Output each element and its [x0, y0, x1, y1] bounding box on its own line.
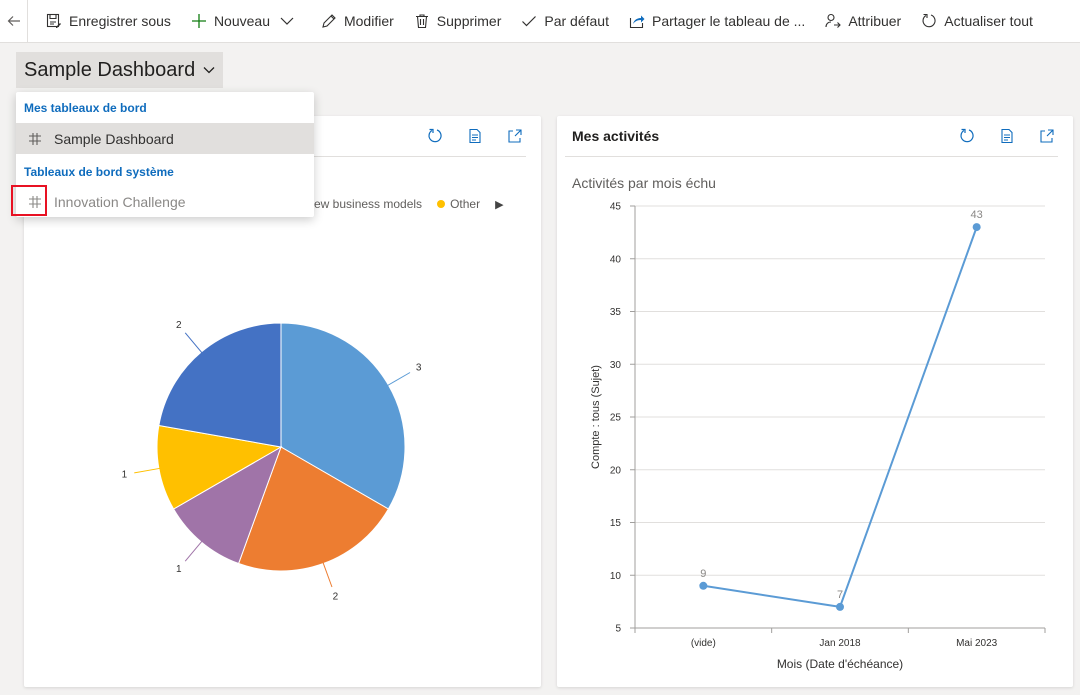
back-button[interactable] — [0, 0, 28, 43]
refresh-icon — [428, 128, 442, 143]
data-label: 7 — [837, 589, 843, 601]
save-as-label: Enregistrer sous — [69, 13, 171, 29]
pie-leader-line — [322, 561, 333, 588]
back-arrow-icon — [7, 16, 20, 26]
x-tick-label: Jan 2018 — [819, 638, 861, 649]
dropdown-item-label: Innovation Challenge — [54, 193, 186, 210]
share-label: Partager le tableau de ... — [651, 13, 806, 29]
chevron-down-icon[interactable] — [280, 14, 294, 28]
pie-leader-line — [184, 540, 203, 562]
trash-icon — [415, 14, 428, 29]
y-axis-title: Compte : tous (Sujet) — [590, 365, 602, 469]
dashboard-selector[interactable]: Sample Dashboard — [16, 52, 224, 88]
activities-chart-card: Mes activités Activités par mois échu 5 1… — [557, 116, 1073, 687]
data-point[interactable] — [972, 223, 981, 232]
person-assign-icon — [825, 13, 842, 28]
my-dashboards-group-label: Mes tableaux de bord — [24, 101, 147, 115]
chart-title: Activités par mois échu — [572, 175, 716, 191]
refresh-icon — [922, 13, 936, 28]
view-records-button[interactable] — [465, 126, 485, 146]
expand-icon — [508, 129, 522, 143]
y-tick-label: 10 — [610, 571, 622, 582]
edit-label: Modifier — [343, 13, 394, 29]
chevron-down-icon — [203, 67, 215, 74]
legend-item[interactable]: ew business models — [314, 197, 422, 211]
save-as-icon — [46, 13, 61, 28]
dashboard-icon — [16, 195, 54, 209]
new-label: Nouveau — [213, 13, 270, 29]
y-tick-label: 35 — [610, 307, 622, 318]
card-actions — [937, 126, 1057, 146]
share-icon — [629, 15, 645, 29]
records-icon — [469, 128, 481, 144]
pie-data-label: 3 — [416, 363, 422, 374]
pie-slice[interactable] — [158, 322, 282, 448]
data-point[interactable] — [836, 602, 844, 611]
expand-chart-button[interactable] — [505, 126, 525, 146]
y-tick-label: 5 — [615, 624, 621, 635]
plus-icon — [191, 14, 206, 28]
delete-label: Supprimer — [436, 13, 502, 29]
records-icon — [1001, 128, 1013, 144]
pie-data-label: 2 — [176, 320, 182, 331]
set-default-button[interactable]: Par défaut — [511, 0, 619, 43]
refresh-chart-button[interactable] — [425, 126, 445, 146]
command-bar: Enregistrer sous Nouveau Modifier Suppri… — [0, 0, 1080, 43]
legend-swatch — [437, 200, 446, 208]
legend-label: Other — [450, 197, 481, 211]
card-actions — [405, 126, 525, 146]
y-tick-label: 40 — [610, 254, 622, 265]
pie-leader-line — [184, 332, 203, 354]
refresh-chart-button[interactable] — [957, 126, 977, 146]
assign-label: Attribuer — [848, 13, 902, 29]
x-axis-title: Mois (Date d'échéance) — [777, 657, 903, 671]
legend-item[interactable]: Other — [450, 197, 480, 211]
dashboard-icon — [16, 132, 54, 146]
dropdown-item-sample-dashboard[interactable]: Sample Dashboard — [16, 123, 314, 154]
delete-button[interactable]: Supprimer — [404, 0, 512, 43]
x-tick-label: Mai 2023 — [956, 638, 998, 649]
refresh-icon — [960, 128, 974, 143]
y-tick-label: 20 — [610, 465, 622, 476]
dropdown-item-innovation-challenge[interactable]: Innovation Challenge — [16, 186, 314, 217]
legend-next-arrow-icon[interactable]: ▶ — [495, 198, 504, 211]
expand-chart-button[interactable] — [1037, 126, 1057, 146]
system-dashboards-group-label: Tableaux de bord système — [24, 165, 174, 179]
pie-data-label: 1 — [176, 564, 182, 575]
legend-label: ew business models — [314, 197, 423, 211]
data-label: 9 — [700, 568, 706, 580]
x-tick-label: (vide) — [691, 638, 716, 649]
line-chart: 5 10 15 20 25 30 35 40 45 (vide) Jan 2018 Mai 2023 9… — [590, 202, 1046, 671]
card-title: Mes activités — [572, 128, 660, 144]
highlight-box — [11, 185, 47, 216]
y-tick-label: 45 — [610, 202, 622, 213]
pie-leader-line — [134, 467, 161, 474]
assign-button[interactable]: Attribuer — [815, 0, 911, 43]
y-tick-label: 30 — [610, 360, 622, 371]
new-button[interactable]: Nouveau — [181, 0, 311, 43]
card-divider — [565, 156, 1058, 157]
pie-data-label: 2 — [333, 591, 339, 602]
refresh-all-button[interactable]: Actualiser tout — [911, 0, 1043, 43]
edit-button[interactable]: Modifier — [311, 0, 404, 43]
dashboard-title: Sample Dashboard — [24, 58, 196, 81]
set-default-label: Par défaut — [544, 13, 609, 29]
dashboard-dropdown-menu: Mes tableaux de bord Sample Dashboard Ta… — [16, 92, 314, 217]
dropdown-item-label: Sample Dashboard — [54, 130, 174, 147]
pie-leader-line — [386, 372, 411, 387]
save-as-button[interactable]: Enregistrer sous — [36, 0, 181, 43]
y-tick-label: 15 — [610, 518, 622, 529]
data-label: 43 — [971, 209, 983, 221]
card-header: Mes activités — [557, 116, 1073, 156]
chart-legend: ew business models Other ▶ — [314, 197, 504, 211]
pie-data-label: 1 — [122, 470, 128, 481]
refresh-all-label: Actualiser tout — [944, 13, 1033, 29]
view-records-button[interactable] — [997, 126, 1017, 146]
y-tick-label: 25 — [610, 413, 622, 424]
data-point[interactable] — [699, 581, 708, 590]
checkmark-icon — [522, 16, 537, 27]
pencil-icon — [322, 14, 336, 28]
share-dashboard-button[interactable]: Partager le tableau de ... — [619, 0, 815, 43]
expand-icon — [1040, 129, 1054, 143]
